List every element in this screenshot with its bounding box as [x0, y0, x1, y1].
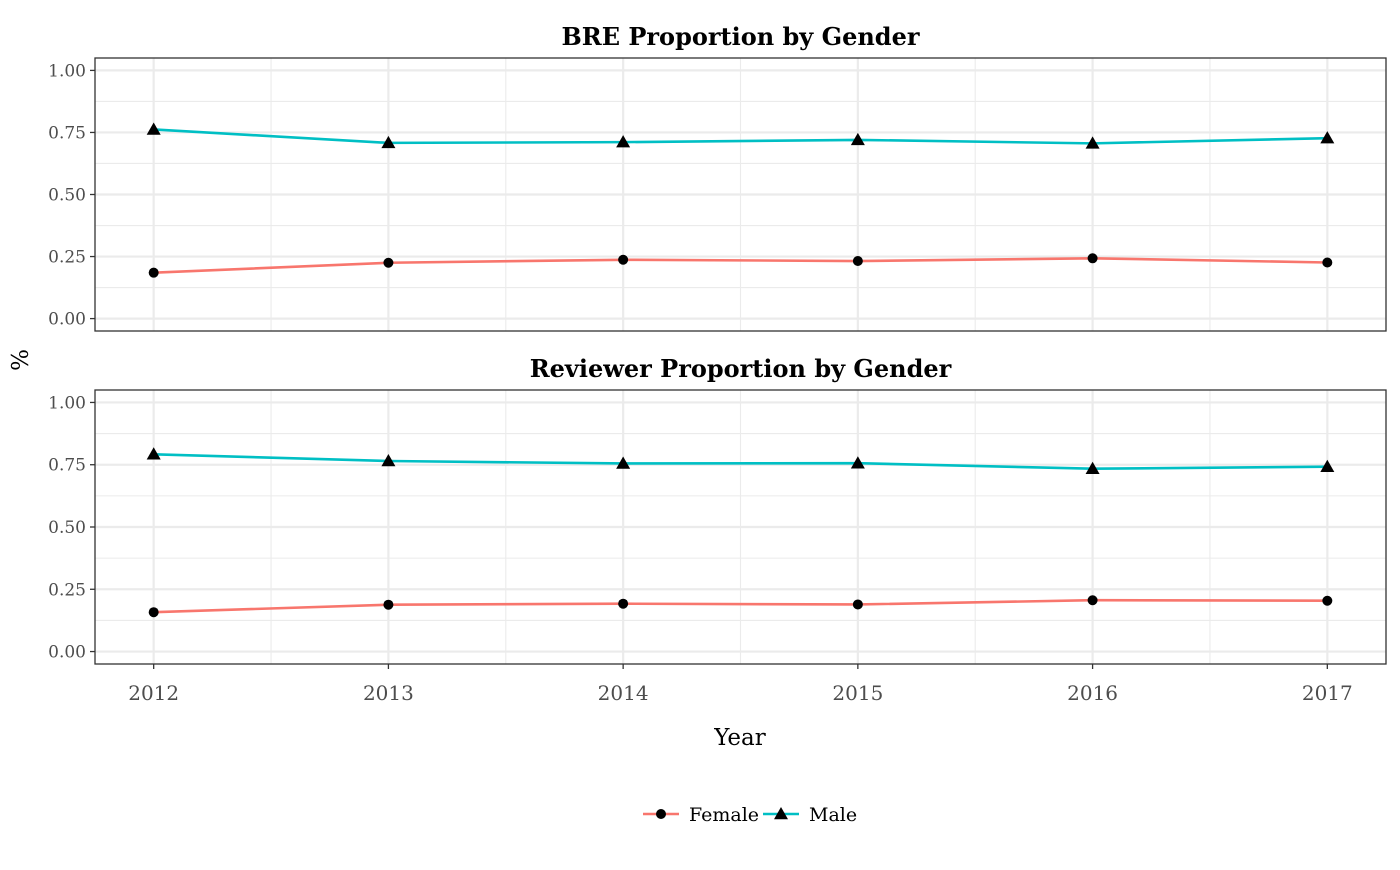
legend: Female Male: [643, 804, 857, 826]
legend-item-female: Female: [643, 804, 759, 826]
panel-border: [94, 389, 1387, 665]
data-point-male: [850, 132, 865, 146]
data-point-male: [381, 135, 396, 149]
panel-title: BRE Proportion by Gender: [561, 22, 919, 51]
legend-label: Male: [809, 804, 857, 826]
data-point-male: [616, 456, 631, 469]
y-tick-label: 0.75: [48, 456, 86, 476]
x-tick-label: 2013: [363, 681, 414, 705]
series-line-female: [153, 256, 1328, 274]
y-tick-label: 0.00: [48, 310, 86, 330]
x-tick-label: 2012: [128, 681, 179, 705]
data-point-female: [1322, 595, 1333, 606]
series-line-female: [153, 598, 1328, 614]
y-tick-label: 0.25: [48, 580, 86, 600]
legend-key-marker: [656, 809, 666, 819]
panel-title: Reviewer Proportion by Gender: [530, 354, 952, 383]
data-point-male: [1320, 459, 1335, 472]
panel-2: Reviewer Proportion by Gender 0.00 0.25 0.5…: [48, 354, 1387, 665]
x-tick-label: 2015: [832, 681, 883, 705]
series-line-male: [153, 452, 1328, 471]
data-point-female: [383, 257, 394, 268]
y-tick-label: 1.00: [48, 61, 86, 81]
legend-key-marker: [774, 807, 788, 820]
data-point-female: [1087, 253, 1098, 264]
data-point-female: [148, 267, 159, 278]
data-point-female: [383, 599, 394, 610]
y-tick-label: 1.00: [48, 393, 86, 413]
data-point-female: [1087, 595, 1098, 606]
gridlines: [95, 58, 1386, 331]
data-point-female: [1322, 257, 1333, 268]
y-tick-label: 0.50: [48, 518, 86, 538]
y-tick-label: 0.00: [48, 643, 86, 663]
x-tick-label: 2016: [1067, 681, 1118, 705]
x-tick-label: 2014: [598, 681, 649, 705]
y-tick-label: 0.25: [48, 248, 86, 268]
data-point-male: [381, 453, 396, 467]
x-axis-title: Year: [713, 725, 766, 751]
data-point-male: [850, 456, 865, 469]
y-tick-label: 0.50: [48, 186, 86, 206]
series-line-male: [153, 128, 1328, 145]
data-point-female: [618, 598, 629, 609]
data-point-female: [148, 607, 159, 618]
data-point-male: [1085, 461, 1100, 474]
x-tick-label: 2017: [1302, 681, 1353, 705]
panel-border: [94, 57, 1387, 332]
data-point-male: [146, 122, 161, 135]
y-axis-title: %: [8, 349, 34, 371]
y-tick-label: 0.75: [48, 123, 86, 143]
data-point-male: [146, 447, 161, 460]
legend-item-male: Male: [763, 804, 857, 826]
gridlines: [95, 390, 1386, 664]
data-point-male: [616, 135, 631, 148]
data-point-male: [1085, 136, 1100, 149]
data-point-female: [852, 256, 863, 267]
panel-1: BRE Proportion by Gender 0.00 0.25 0.50 0.75…: [48, 22, 1387, 332]
data-point-female: [618, 254, 629, 265]
data-point-male: [1320, 131, 1335, 144]
legend-label: Female: [689, 804, 759, 826]
data-point-female: [852, 599, 863, 610]
